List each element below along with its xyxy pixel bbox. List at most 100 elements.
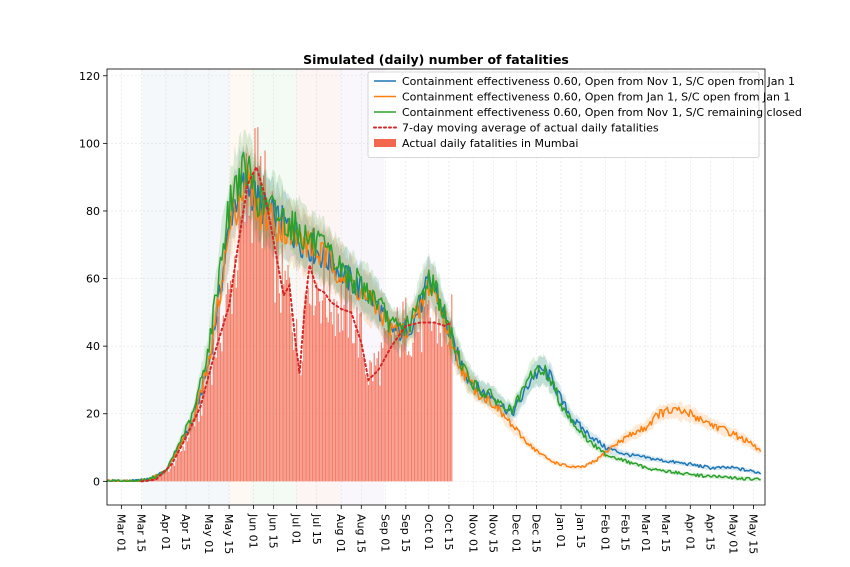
fatality-bar bbox=[426, 304, 428, 482]
fatality-bar bbox=[228, 289, 230, 482]
fatality-bar bbox=[366, 377, 368, 482]
fatality-bar bbox=[278, 293, 280, 482]
fatality-bar bbox=[409, 355, 411, 482]
x-tick-label: May 15 bbox=[747, 514, 760, 554]
fatality-bar bbox=[250, 172, 252, 482]
fatality-bar bbox=[260, 156, 262, 482]
x-tick-label: Apr 01 bbox=[159, 514, 172, 551]
x-tick-label: May 01 bbox=[202, 514, 215, 554]
fatality-bar bbox=[264, 150, 266, 482]
fatality-bar bbox=[380, 342, 382, 482]
fatality-bar bbox=[334, 336, 337, 482]
x-tick-label: Jun 15 bbox=[267, 513, 280, 549]
fatality-bar bbox=[182, 446, 184, 482]
x-tick-label: Dec 15 bbox=[530, 514, 543, 553]
fatality-bar bbox=[188, 437, 190, 482]
fatality-bar bbox=[165, 469, 167, 482]
fatality-bar bbox=[342, 330, 344, 482]
fatality-bar bbox=[198, 421, 200, 482]
fatality-bar bbox=[396, 307, 398, 482]
fatality-bar bbox=[215, 357, 217, 482]
fatality-bar bbox=[196, 400, 199, 482]
y-tick-label: 0 bbox=[93, 475, 100, 488]
fatality-bar bbox=[194, 426, 196, 482]
fatality-bar bbox=[293, 349, 295, 482]
fatality-bar bbox=[449, 320, 451, 482]
fatality-bar bbox=[362, 357, 364, 482]
fatality-bar bbox=[286, 279, 288, 482]
fatality-bar bbox=[204, 387, 206, 482]
fatality-bar bbox=[432, 322, 434, 482]
fatality-bar bbox=[297, 357, 299, 482]
y-tick-label: 60 bbox=[86, 273, 100, 286]
x-tick-label: Jan 01 bbox=[554, 513, 567, 548]
fatality-bar bbox=[254, 128, 256, 482]
fatality-bar bbox=[298, 374, 301, 482]
fatality-bar bbox=[323, 256, 325, 482]
x-tick-label: Mar 15 bbox=[659, 514, 672, 552]
fatality-bar bbox=[178, 449, 180, 482]
fatality-bar bbox=[428, 300, 430, 482]
fatality-bar bbox=[270, 219, 272, 482]
x-tick-label: Aug 01 bbox=[334, 514, 347, 553]
fatality-bar bbox=[425, 291, 427, 482]
fatality-bar bbox=[192, 423, 194, 482]
fatality-bar bbox=[442, 307, 444, 482]
fatality-bar bbox=[179, 451, 181, 482]
fatality-bar bbox=[268, 209, 270, 482]
fatality-bar bbox=[399, 357, 401, 482]
fatality-bar bbox=[372, 381, 374, 482]
fatality-bar bbox=[274, 302, 276, 482]
legend-label: Actual daily fatalities in Mumbai bbox=[402, 137, 578, 150]
fatality-bar bbox=[247, 192, 249, 482]
fatality-bar bbox=[248, 215, 250, 482]
fatality-bar bbox=[267, 212, 269, 482]
fatality-bar bbox=[363, 354, 365, 482]
fatality-bar bbox=[308, 303, 311, 482]
fatality-bar bbox=[303, 308, 305, 482]
x-tick-label: Oct 15 bbox=[442, 514, 455, 551]
line-series-3 bbox=[106, 151, 761, 483]
fatality-bar bbox=[184, 450, 186, 482]
x-tick-label: May 01 bbox=[726, 514, 739, 554]
x-tick-label: Jul 01 bbox=[290, 513, 303, 545]
x-tick-label: Feb 01 bbox=[599, 514, 612, 551]
fatality-bar bbox=[168, 471, 170, 482]
fatality-bar bbox=[327, 322, 329, 482]
fatality-bar bbox=[317, 287, 319, 482]
series-lines bbox=[106, 151, 762, 483]
fatality-bar bbox=[284, 270, 286, 482]
fatality-bar bbox=[382, 348, 384, 482]
fatality-bar bbox=[283, 284, 285, 482]
legend-label: Containment effectiveness 0.60, Open fro… bbox=[402, 75, 795, 88]
fatality-bar bbox=[258, 165, 260, 482]
fatality-bar bbox=[271, 191, 273, 482]
fatality-bar bbox=[291, 332, 293, 482]
x-tick-label: Oct 01 bbox=[422, 514, 435, 551]
fatality-bar bbox=[263, 175, 265, 482]
x-tick-label: Sep 15 bbox=[399, 514, 412, 552]
fatality-bar bbox=[172, 463, 174, 482]
fatality-bar bbox=[238, 191, 240, 482]
fatality-bar bbox=[373, 353, 375, 482]
fatality-bar bbox=[218, 300, 220, 482]
fatality-bar bbox=[201, 415, 203, 482]
fatality-bar bbox=[287, 265, 289, 482]
x-tick-label: May 15 bbox=[222, 514, 235, 554]
fatality-bar bbox=[242, 172, 245, 482]
fatality-bar bbox=[169, 468, 171, 482]
legend-swatch-bar bbox=[374, 139, 396, 147]
fatality-bar bbox=[330, 311, 332, 482]
fatality-bar bbox=[173, 465, 176, 482]
fatality-bar bbox=[389, 323, 391, 482]
fatality-bar bbox=[232, 276, 235, 482]
y-tick-label: 100 bbox=[79, 137, 100, 150]
fatality-bar bbox=[331, 324, 334, 482]
fatality-bar bbox=[219, 342, 222, 482]
legend-label: Containment effectiveness 0.60, Open fro… bbox=[402, 106, 802, 119]
fatality-bar bbox=[340, 284, 342, 482]
fatality-bar bbox=[451, 294, 453, 482]
fatality-bar bbox=[352, 343, 354, 482]
fatality-bar bbox=[337, 313, 339, 482]
x-tick-label: Dec 01 bbox=[510, 514, 523, 553]
